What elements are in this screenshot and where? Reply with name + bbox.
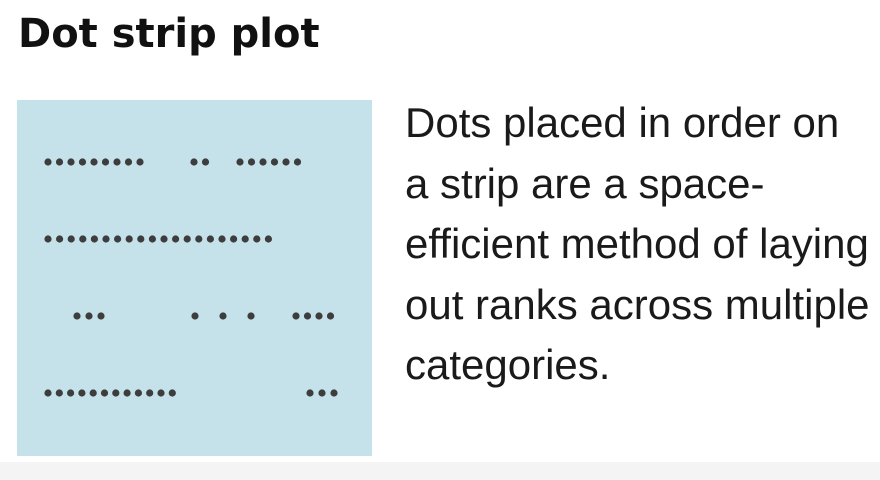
strip-dot — [100, 389, 109, 397]
strip-dot — [125, 235, 133, 243]
strip-dot — [78, 389, 86, 397]
strip-dot — [315, 312, 323, 320]
dot-strip-illustration — [17, 100, 372, 456]
strip-dot — [55, 389, 63, 397]
strip-dot — [90, 158, 98, 166]
strip-dot — [136, 158, 144, 166]
strip-dot — [114, 235, 122, 243]
strip-dot — [190, 158, 198, 166]
dot-strip-svg — [44, 158, 338, 397]
strip-dot — [160, 235, 168, 243]
strip-dot — [56, 235, 64, 243]
strip-dot — [206, 235, 214, 243]
strip-dot — [303, 312, 312, 320]
strip-dot — [306, 389, 314, 397]
strip-dot — [195, 235, 203, 243]
strip-row-2 — [44, 235, 272, 243]
strip-dot — [112, 389, 120, 397]
description-text: Dots placed in order on a strip are a sp… — [405, 99, 870, 388]
strip-dot — [134, 389, 142, 397]
strip-dot — [191, 312, 199, 320]
strip-dot — [97, 312, 105, 320]
strip-dot — [183, 235, 191, 243]
strip-dot — [55, 158, 64, 166]
strip-dot — [293, 158, 302, 166]
strip-dot — [137, 235, 145, 243]
strip-dot — [219, 312, 227, 320]
strip-dot — [44, 158, 52, 166]
strip-dot — [78, 158, 87, 166]
strip-dot — [168, 389, 176, 397]
strip-dot — [44, 389, 52, 397]
strip-dot — [247, 312, 255, 320]
strip-dot — [218, 235, 226, 243]
strip-dot — [67, 158, 75, 166]
strip-dot — [253, 235, 261, 243]
strip-row-3 — [73, 312, 335, 320]
strip-dot — [79, 235, 87, 243]
bottom-divider — [0, 462, 880, 480]
dot-strips — [44, 158, 338, 397]
strip-row-4 — [44, 389, 338, 397]
strip-dot — [318, 389, 326, 397]
strip-dot — [157, 389, 165, 397]
strip-dot — [44, 235, 52, 243]
strip-dot — [101, 158, 110, 166]
strip-dot — [241, 235, 249, 243]
strip-dot — [259, 158, 267, 166]
strip-dot — [201, 158, 210, 166]
strip-dot — [326, 312, 335, 320]
strip-dot — [89, 389, 97, 397]
strip-dot — [230, 235, 238, 243]
strip-dot — [124, 158, 133, 166]
strip-dot — [123, 389, 131, 397]
strip-row-1 — [44, 158, 302, 166]
diagram-title: Dot strip plot — [18, 11, 320, 57]
strip-dot — [146, 389, 154, 397]
strip-dot — [236, 158, 244, 166]
strip-dot — [73, 312, 81, 320]
strip-dot — [292, 312, 300, 320]
strip-dot — [102, 235, 110, 243]
strip-dot — [113, 158, 121, 166]
strip-dot — [270, 158, 279, 166]
strip-dot — [67, 235, 75, 243]
strip-dot — [85, 312, 93, 320]
strip-dot — [330, 389, 338, 397]
strip-dot — [172, 235, 180, 243]
strip-dot — [247, 158, 256, 166]
strip-dot — [148, 235, 156, 243]
strip-dot — [67, 389, 75, 397]
strip-dot — [264, 235, 272, 243]
strip-dot — [90, 235, 98, 243]
strip-dot — [282, 158, 290, 166]
